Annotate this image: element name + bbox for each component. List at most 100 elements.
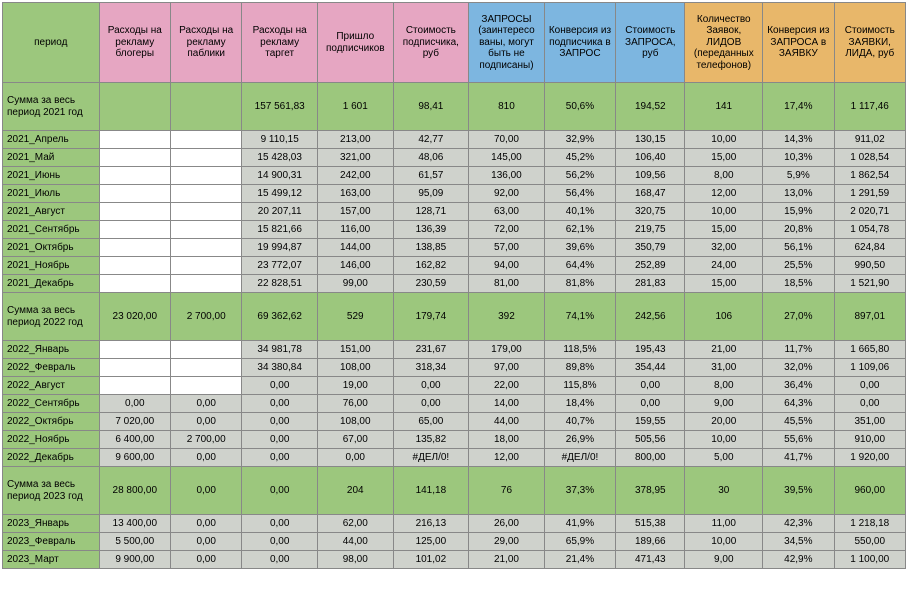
cell [170,149,241,167]
table-row: 2021_Ноябрь23 772,07146,00162,8294,0064,… [3,257,906,275]
cell: 0,00 [834,377,905,395]
cell-period: 2021_Август [3,203,100,221]
cell-period: 2022_Ноябрь [3,431,100,449]
cell: 65,00 [393,413,469,431]
header-c2: Расходы на рекламу паблики [170,3,241,83]
cell: 5,9% [763,167,834,185]
cell [99,359,170,377]
cell: 42,77 [393,131,469,149]
cell: 0,00 [242,533,318,551]
cell: 15,00 [685,149,763,167]
cell: 61,57 [393,167,469,185]
cell: 56,4% [544,185,615,203]
cell: 25,5% [763,257,834,275]
cell: 141 [685,83,763,131]
header-c10: Конверсия из ЗАПРОСА в ЗАЯВКУ [763,3,834,83]
cell: 321,00 [317,149,393,167]
cell [170,257,241,275]
cell: 7 020,00 [99,413,170,431]
cell [99,341,170,359]
cell: 471,43 [616,551,685,569]
cell: 64,3% [763,395,834,413]
cell: 15,00 [685,221,763,239]
cell: 138,85 [393,239,469,257]
cell: 12,00 [685,185,763,203]
cell: 242,00 [317,167,393,185]
header-c7: Конверсия из подписчика в ЗАПРОС [544,3,615,83]
cell: 19,00 [317,377,393,395]
cell [99,203,170,221]
cell: 12,00 [469,449,545,467]
table-row: Сумма за весь период 2021 год157 561,831… [3,83,906,131]
cell: 56,1% [763,239,834,257]
cell: 55,6% [763,431,834,449]
cell: 2 700,00 [170,293,241,341]
cell: 145,00 [469,149,545,167]
cell: 11,7% [763,341,834,359]
cell-period: Сумма за весь период 2021 год [3,83,100,131]
cell: 0,00 [616,395,685,413]
cell: 45,2% [544,149,615,167]
cell: 0,00 [242,449,318,467]
cell: 36,4% [763,377,834,395]
cell: 65,9% [544,533,615,551]
cell: 135,82 [393,431,469,449]
cell: 56,2% [544,167,615,185]
cell: #ДЕЛ/0! [393,449,469,467]
table-row: 2022_Сентябрь0,000,000,0076,000,0014,001… [3,395,906,413]
cell: 62,1% [544,221,615,239]
cell: 106,40 [616,149,685,167]
cell: 0,00 [317,449,393,467]
header-c1: Расходы на рекламу блогеры [99,3,170,83]
cell: 378,95 [616,467,685,515]
header-c6: ЗАПРОСЫ (заинтересо ваны, могут быть не … [469,3,545,83]
cell: 230,59 [393,275,469,293]
cell-period: 2023_Январь [3,515,100,533]
cell-period: 2021_Октябрь [3,239,100,257]
cell: 101,02 [393,551,469,569]
cell: 34,5% [763,533,834,551]
cell: 14,3% [763,131,834,149]
cell: 515,38 [616,515,685,533]
cell: 10,00 [685,131,763,149]
cell-period: 2021_Декабрь [3,275,100,293]
cell: 32,00 [685,239,763,257]
cell: 99,00 [317,275,393,293]
cell-period: 2021_Ноябрь [3,257,100,275]
cell: 50,6% [544,83,615,131]
cell: 0,00 [99,395,170,413]
cell: 13 400,00 [99,515,170,533]
cell: 48,06 [393,149,469,167]
cell: 32,9% [544,131,615,149]
cell [99,149,170,167]
header-c4: Пришло подписчиков [317,3,393,83]
cell: 219,75 [616,221,685,239]
cell [170,275,241,293]
cell: 15 499,12 [242,185,318,203]
cell: 162,82 [393,257,469,275]
cell [170,239,241,257]
cell-period: 2021_Апрель [3,131,100,149]
cell: 146,00 [317,257,393,275]
cell: 179,74 [393,293,469,341]
cell: 0,00 [242,515,318,533]
cell: 159,55 [616,413,685,431]
cell: 8,00 [685,167,763,185]
cell: 42,9% [763,551,834,569]
cell: 23 020,00 [99,293,170,341]
cell [99,167,170,185]
cell: 168,47 [616,185,685,203]
cell: 897,01 [834,293,905,341]
cell: 0,00 [170,533,241,551]
cell: 76,00 [317,395,393,413]
cell: 21,4% [544,551,615,569]
cell: 72,00 [469,221,545,239]
header-c9: Количество Заявок, ЛИДОВ (переданных тел… [685,3,763,83]
cell: 8,00 [685,377,763,395]
cell: 6 400,00 [99,431,170,449]
cell: 26,00 [469,515,545,533]
cell: 0,00 [393,395,469,413]
cell [99,275,170,293]
cell: 1 054,78 [834,221,905,239]
cell: 20,8% [763,221,834,239]
